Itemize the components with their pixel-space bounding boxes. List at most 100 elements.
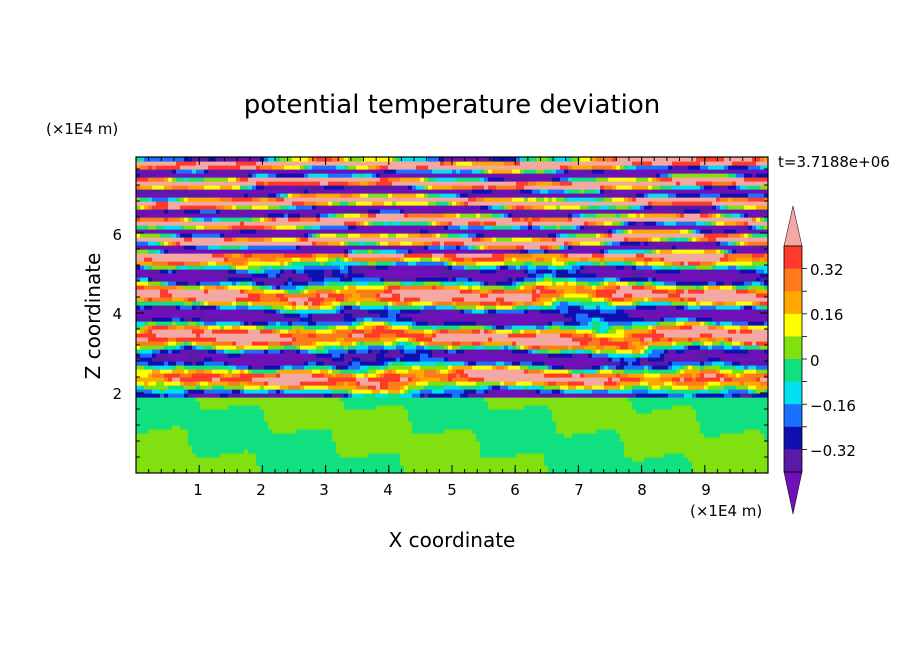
contour-cell — [452, 265, 465, 270]
contour-cell — [248, 245, 297, 250]
contour-cell — [676, 317, 689, 322]
contour-cell — [604, 253, 637, 258]
contour-cell — [740, 241, 745, 246]
contour-cell — [556, 381, 569, 386]
contour-cell — [200, 381, 209, 386]
contour-cell — [488, 309, 497, 314]
contour-cell — [512, 281, 517, 286]
x-tick-label: 3 — [319, 481, 329, 499]
contour-cell — [664, 313, 673, 318]
contour-cell — [608, 261, 625, 266]
contour-cell — [380, 297, 401, 302]
contour-cell — [752, 261, 768, 266]
contour-cell — [488, 281, 497, 286]
contour-cell — [648, 277, 653, 282]
contour-cell — [700, 309, 709, 314]
contour-cell — [376, 369, 385, 374]
contour-cell — [644, 273, 757, 278]
contour-cell — [380, 381, 389, 386]
contour-cell — [232, 237, 237, 242]
contour-cell — [624, 337, 641, 342]
contour-cell — [604, 233, 609, 238]
contour-cell — [448, 373, 457, 378]
contour-cell — [576, 225, 581, 230]
contour-cell — [604, 189, 613, 194]
contour-cell — [520, 365, 529, 370]
contour-cell — [612, 337, 625, 342]
contour-cell — [720, 321, 733, 326]
contour-cell — [280, 373, 313, 378]
contour-cell — [200, 405, 229, 410]
contour-cell — [196, 225, 205, 230]
contour-cell — [724, 377, 733, 382]
contour-cell — [200, 321, 205, 326]
contour-cell — [176, 325, 185, 330]
contour-cell — [416, 249, 513, 254]
contour-cell — [364, 317, 373, 322]
contour-cell — [616, 289, 653, 294]
contour-cell — [704, 321, 709, 326]
contour-cell — [520, 281, 525, 286]
contour-cell — [440, 309, 457, 314]
contour-cell — [708, 285, 721, 290]
contour-cell — [376, 241, 381, 246]
contour-cell — [716, 261, 753, 266]
contour-cell — [216, 357, 313, 362]
contour-cell — [208, 349, 217, 354]
contour-cell — [148, 321, 157, 326]
contour-cell — [652, 257, 661, 262]
contour-cell — [220, 185, 233, 190]
contour-cell — [692, 465, 768, 470]
contour-cell — [584, 333, 589, 338]
contour-cell — [696, 301, 701, 306]
contour-cell — [296, 189, 305, 194]
contour-cell — [276, 193, 281, 198]
contour-cell — [372, 221, 385, 226]
contour-cell — [392, 261, 397, 266]
contour-cell — [744, 345, 761, 350]
contour-cell — [664, 333, 701, 338]
contour-cell — [680, 325, 693, 330]
contour-cell — [176, 177, 185, 182]
colorbar-band — [784, 336, 802, 360]
contour-cell — [756, 389, 765, 394]
contour-cell — [240, 177, 249, 182]
contour-cell — [144, 325, 149, 330]
contour-cell — [664, 257, 721, 262]
contour-cell — [340, 201, 349, 206]
contour-cell — [596, 369, 601, 374]
contour-cell — [432, 329, 437, 334]
contour-cell — [696, 393, 725, 398]
contour-cell — [472, 329, 481, 334]
contour-cell — [136, 253, 213, 258]
contour-cell — [736, 229, 741, 234]
contour-cell — [136, 165, 141, 170]
contour-cell — [208, 165, 241, 170]
contour-cell — [496, 321, 509, 326]
contour-cell — [672, 201, 713, 206]
contour-cell — [236, 305, 249, 310]
contour-cell — [400, 373, 417, 378]
contour-cell — [136, 413, 265, 418]
contour-cell — [136, 293, 161, 298]
contour-cell — [292, 273, 309, 278]
contour-cell — [264, 349, 269, 354]
contour-cell — [660, 185, 673, 190]
contour-cell — [344, 357, 353, 362]
contour-cell — [524, 197, 529, 202]
contour-cell — [760, 273, 768, 278]
contour-cell — [284, 293, 317, 298]
contour-cell — [264, 373, 277, 378]
contour-cell — [628, 373, 645, 378]
contour-cell — [204, 285, 217, 290]
contour-cell — [556, 421, 701, 426]
contour-cell — [720, 381, 741, 386]
contour-cell — [192, 393, 217, 398]
contour-cell — [176, 341, 185, 346]
contour-cell — [556, 249, 597, 254]
contour-cell — [380, 177, 389, 182]
contour-cell — [584, 169, 593, 174]
contour-cell — [644, 241, 649, 246]
contour-cell — [548, 321, 553, 326]
contour-cell — [472, 161, 505, 166]
